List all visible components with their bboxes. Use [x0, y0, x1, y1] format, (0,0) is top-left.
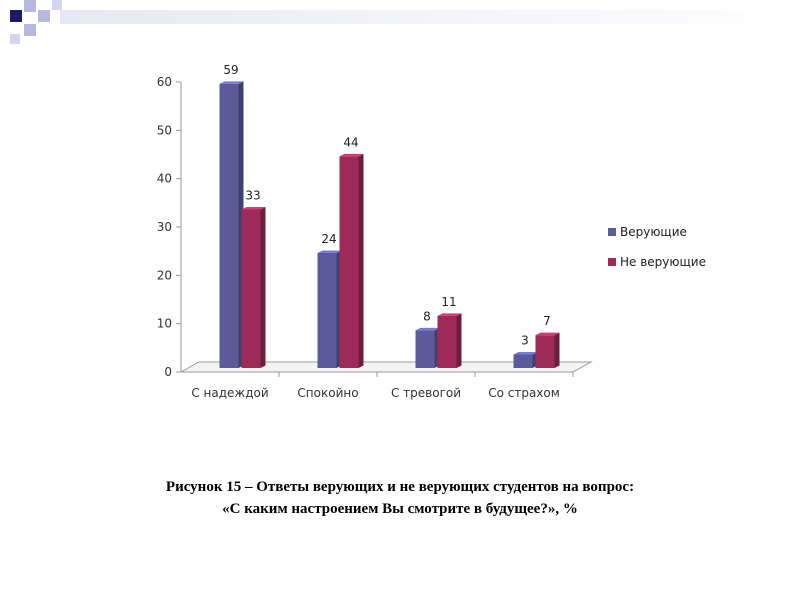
x-category-label: Со страхом [488, 386, 560, 400]
caption-line-2: «С каким настроением Вы смотрите в будущ… [222, 501, 578, 517]
bar-top [437, 313, 462, 316]
bar-top [219, 81, 244, 84]
bar [415, 330, 435, 368]
y-tick-label: 40 [157, 172, 172, 186]
bar-top [415, 327, 440, 331]
bar-side [554, 332, 560, 368]
data-label: 8 [423, 309, 431, 323]
bar-side [260, 207, 266, 368]
y-tick-label: 10 [157, 317, 172, 331]
data-label: 11 [441, 295, 456, 309]
legend-swatch [608, 258, 616, 266]
caption-line-1: Рисунок 15 – Ответы верующих и не верующ… [165, 479, 635, 495]
bar [437, 315, 457, 368]
y-tick-label: 50 [157, 123, 172, 137]
legend-swatch [608, 228, 616, 236]
y-tick-label: 60 [157, 75, 172, 89]
bar [241, 209, 261, 368]
x-category-label: С тревогой [391, 386, 461, 400]
legend-label: Не верующие [620, 255, 706, 269]
data-label: 44 [343, 135, 358, 149]
y-tick-label: 0 [164, 365, 172, 379]
data-label: 3 [521, 334, 529, 348]
chart-floor [179, 361, 593, 373]
y-tick-label: 20 [157, 268, 172, 282]
bar-side [358, 153, 364, 368]
bar-top [339, 153, 364, 157]
bar [219, 83, 239, 368]
figure-caption: Рисунок 15 – Ответы верующих и не верующ… [60, 476, 740, 520]
y-tick-label: 30 [157, 220, 172, 234]
bar [513, 354, 533, 368]
data-label: 24 [321, 232, 336, 246]
bar [317, 253, 337, 368]
bar-chart: 0 10 20 30 40 50 60 С надеждой 59 33 Спокойно 24 44 С… [157, 63, 706, 400]
bar-side [456, 313, 462, 368]
bar-top [241, 207, 266, 210]
bar-top [513, 352, 538, 355]
legend-label: Верующие [620, 225, 687, 239]
bar [339, 156, 359, 368]
data-label: 59 [223, 63, 238, 77]
x-category-label: Спокойно [297, 386, 358, 400]
header-decoration [10, 0, 800, 44]
x-category-label: С надеждой [191, 386, 268, 400]
data-label: 7 [543, 314, 551, 328]
bar [535, 335, 555, 368]
data-label: 33 [245, 189, 260, 203]
bar-top [317, 250, 342, 253]
bar-top [535, 332, 560, 336]
